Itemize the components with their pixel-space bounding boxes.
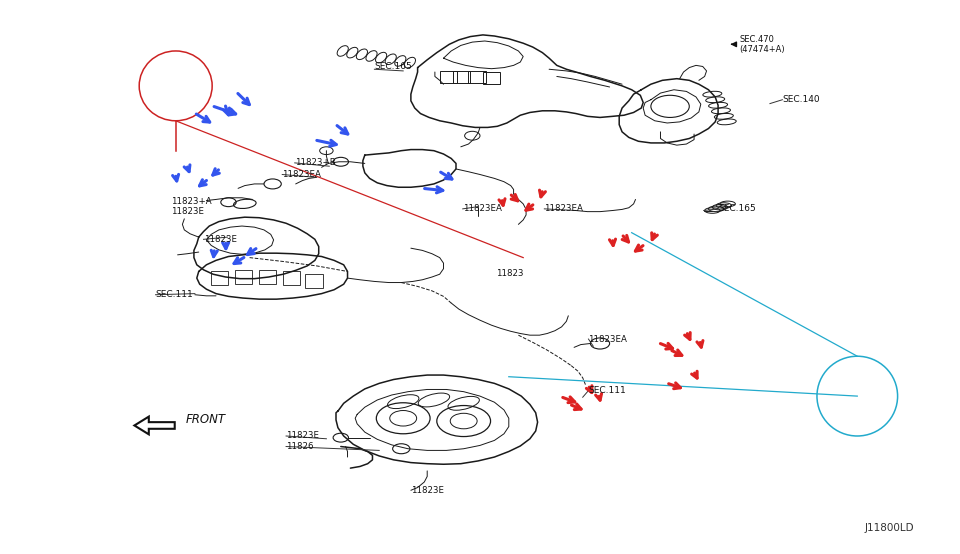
Text: 11823: 11823 [496, 269, 524, 278]
Text: SEC.470: SEC.470 [739, 35, 774, 44]
Text: 11823+A: 11823+A [171, 197, 211, 206]
Text: SEC.111: SEC.111 [588, 386, 626, 395]
Text: FRONT: FRONT [185, 413, 226, 427]
Text: 11823E: 11823E [411, 486, 444, 495]
Text: 11823E: 11823E [171, 207, 204, 216]
Text: 11823EA: 11823EA [463, 204, 501, 213]
Text: 11823EA: 11823EA [282, 170, 321, 179]
Text: 11823E: 11823E [286, 432, 319, 440]
Text: 11823+B: 11823+B [295, 158, 335, 167]
Text: SEC.111: SEC.111 [156, 290, 193, 299]
Text: 11823EA: 11823EA [544, 204, 583, 213]
Text: J11800LD: J11800LD [864, 523, 914, 533]
Text: 11823EA: 11823EA [588, 335, 627, 343]
Text: SEC.165: SEC.165 [374, 62, 412, 71]
Text: 11823E: 11823E [204, 235, 236, 244]
Text: (47474+A): (47474+A) [739, 45, 785, 54]
Text: 11826: 11826 [286, 442, 314, 451]
Text: SEC.165: SEC.165 [718, 204, 756, 213]
Text: SEC.140: SEC.140 [782, 95, 820, 104]
